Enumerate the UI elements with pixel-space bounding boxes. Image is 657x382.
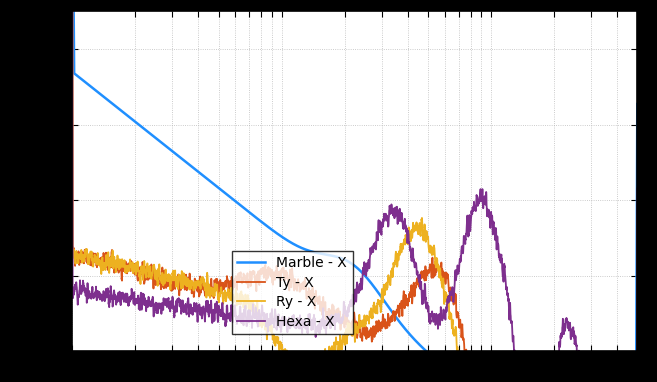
- Ty - X: [633, 228, 641, 233]
- Marble - X: [285, 239, 293, 244]
- Ry - X: [562, 380, 570, 382]
- Ry - X: [633, 213, 641, 217]
- Ty - X: [166, 280, 174, 284]
- Marble - X: [309, 250, 317, 254]
- Hexa - X: [285, 315, 293, 320]
- Hexa - X: [133, 301, 141, 306]
- Ry - X: [166, 282, 174, 287]
- Hexa - X: [309, 320, 317, 324]
- Hexa - X: [633, 186, 641, 191]
- Ty - X: [133, 271, 141, 276]
- Ry - X: [133, 265, 141, 270]
- Ry - X: [285, 356, 293, 361]
- Ty - X: [309, 295, 317, 299]
- Legend: Marble - X, Ty - X, Ry - X, Hexa - X: Marble - X, Ty - X, Ry - X, Hexa - X: [232, 251, 353, 334]
- Ty - X: [285, 282, 293, 286]
- Line: Marble - X: Marble - X: [72, 0, 637, 382]
- Ry - X: [309, 365, 317, 370]
- Marble - X: [633, 102, 641, 106]
- Hexa - X: [562, 319, 570, 323]
- Line: Hexa - X: Hexa - X: [72, 0, 637, 382]
- Marble - X: [166, 147, 174, 152]
- Marble - X: [133, 121, 141, 125]
- Line: Ry - X: Ry - X: [72, 0, 637, 382]
- Hexa - X: [166, 309, 174, 314]
- Line: Ty - X: Ty - X: [72, 0, 637, 382]
